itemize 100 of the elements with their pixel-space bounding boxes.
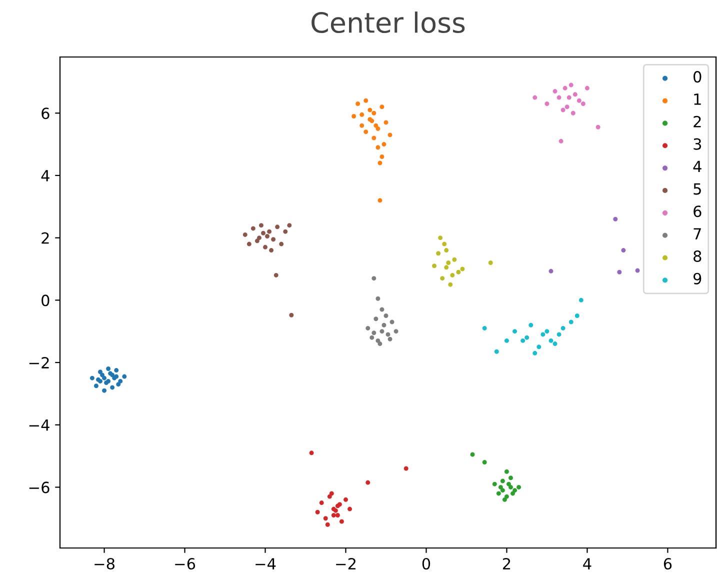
point — [90, 376, 94, 380]
point — [309, 450, 314, 456]
point — [339, 519, 344, 524]
point — [572, 92, 578, 97]
point — [621, 248, 626, 253]
point — [335, 513, 340, 518]
point — [372, 136, 376, 140]
point — [102, 388, 107, 393]
point — [275, 224, 280, 230]
point — [500, 478, 505, 484]
point — [388, 336, 392, 342]
point — [508, 476, 513, 480]
point — [506, 482, 511, 486]
point — [376, 126, 380, 131]
y-tick-label: −4 — [29, 420, 50, 431]
point — [343, 497, 348, 502]
point — [106, 366, 111, 371]
point — [250, 226, 256, 231]
point — [380, 329, 384, 334]
point — [504, 338, 509, 343]
point — [502, 497, 507, 502]
point — [364, 98, 368, 103]
point — [269, 248, 274, 253]
point — [570, 110, 576, 116]
point — [260, 230, 266, 236]
point — [520, 338, 526, 343]
point — [376, 145, 380, 150]
legend-label: 0 — [694, 71, 702, 83]
point — [380, 154, 384, 160]
point — [544, 329, 550, 334]
point — [394, 329, 398, 334]
point — [372, 330, 376, 336]
point — [548, 338, 554, 343]
point — [450, 272, 455, 278]
x-tick-label: −2 — [336, 558, 356, 570]
legend-label: 9 — [693, 272, 702, 284]
point — [496, 491, 501, 496]
point — [446, 260, 451, 265]
point — [532, 95, 538, 100]
point — [444, 265, 449, 270]
point — [558, 138, 564, 144]
point — [388, 132, 392, 138]
point — [556, 95, 562, 100]
legend-label: 7 — [694, 228, 701, 240]
point — [372, 110, 376, 116]
point — [122, 374, 127, 379]
point — [524, 335, 530, 340]
point — [448, 282, 453, 287]
point — [436, 251, 441, 256]
point — [279, 242, 284, 246]
point — [267, 229, 272, 234]
y-tick-label: −6 — [29, 482, 50, 494]
point — [116, 382, 121, 387]
point — [512, 488, 518, 493]
point — [494, 349, 499, 354]
point — [404, 466, 408, 471]
point — [370, 335, 374, 340]
point — [319, 500, 324, 506]
point — [482, 460, 487, 465]
point — [374, 123, 378, 128]
point — [568, 82, 574, 88]
point — [544, 102, 550, 106]
point — [508, 484, 513, 490]
point — [504, 469, 509, 474]
point — [560, 326, 566, 330]
legend-label: 3 — [694, 138, 702, 150]
point — [390, 320, 394, 324]
point — [382, 322, 386, 328]
point — [380, 307, 384, 312]
y-tick-label: 0 — [42, 294, 50, 306]
point — [560, 108, 566, 112]
point — [368, 108, 372, 112]
point — [323, 516, 328, 521]
point — [452, 257, 457, 262]
point — [438, 236, 443, 240]
point — [325, 522, 330, 527]
point — [94, 384, 98, 388]
point — [382, 142, 386, 147]
point — [118, 378, 123, 384]
point — [564, 104, 570, 110]
point — [510, 491, 516, 496]
point — [488, 260, 493, 265]
point — [617, 270, 622, 274]
point — [562, 86, 568, 90]
y-tick-label: 2 — [42, 232, 49, 244]
point — [283, 229, 288, 234]
point — [246, 242, 252, 246]
legend-label: 8 — [694, 250, 702, 262]
point — [498, 484, 503, 490]
point — [613, 216, 618, 222]
point — [576, 98, 582, 103]
point — [532, 350, 538, 356]
point — [568, 320, 574, 324]
point — [258, 223, 264, 228]
point — [364, 130, 368, 134]
point — [254, 238, 260, 244]
x-tick-label: 4 — [583, 558, 592, 570]
point — [102, 376, 107, 380]
point — [98, 370, 102, 374]
point — [263, 244, 268, 250]
